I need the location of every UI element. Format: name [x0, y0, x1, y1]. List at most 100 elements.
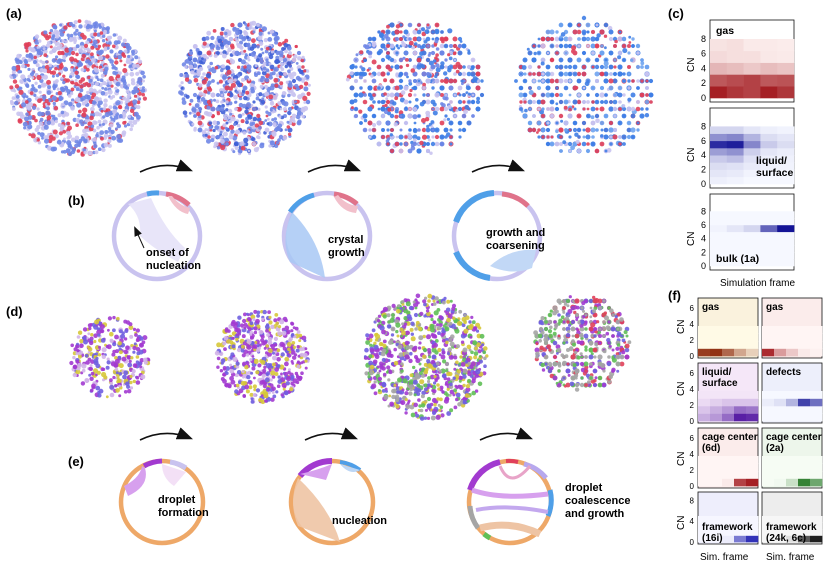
heatmap-cell [798, 326, 811, 334]
heatmap-cell [810, 471, 823, 479]
heatmap-cell [810, 413, 823, 422]
heatmap-cell [774, 463, 787, 472]
heatmap-cell [746, 471, 759, 479]
heatmap-cell [746, 522, 759, 530]
heatmap-cell [777, 86, 795, 99]
heatmap-cell [798, 463, 811, 472]
heatmap-cell [710, 406, 723, 414]
heatmap-cell [786, 406, 799, 414]
heatmap-cell [698, 529, 711, 536]
heatmap-cell [734, 478, 747, 487]
heatmap-cell [743, 62, 761, 75]
atom-cluster-d4 [533, 295, 632, 392]
panel-f-ylabel-1: CN [676, 320, 687, 334]
panel-label-d: (d) [6, 304, 23, 319]
heatmap-cell [698, 522, 711, 530]
heatmap-cell [762, 535, 775, 543]
heatmap-f-8: framework(24k, 6c) [761, 491, 823, 545]
heatmap-cell [774, 535, 787, 543]
heatmap-cell [777, 225, 795, 233]
heatmap-cell [726, 155, 744, 163]
heatmap-cell [710, 471, 723, 479]
heatmap-tick-label: 8 [701, 34, 706, 44]
heatmap-cell [710, 74, 728, 87]
heatmap-cell [760, 169, 778, 178]
heatmap-cell [810, 516, 823, 523]
heatmap-cell [734, 348, 747, 357]
arrow-d1 [139, 427, 193, 441]
heatmap-tick-label: 4 [690, 320, 695, 329]
atom-snapshots [9, 15, 654, 421]
heatmap-cell [746, 413, 759, 422]
heatmap-f-7: 0 4 8 framework(16i) [690, 491, 759, 547]
heatmap-cell [734, 413, 747, 422]
heatmap-tick-label: 6 [690, 434, 695, 443]
heatmap-label: gas [702, 302, 720, 313]
heatmap-cell [743, 176, 761, 185]
chord-label-e1: droplet formation [158, 494, 209, 519]
heatmap-cell [774, 398, 787, 407]
heatmap-cell [698, 326, 711, 334]
heatmap-cell [760, 176, 778, 185]
heatmap-cell [786, 398, 799, 407]
heatmap-label: surface [756, 167, 794, 179]
heatmap-cell [746, 341, 759, 349]
heatmap-cell [743, 231, 761, 239]
heatmap-cell [722, 478, 735, 487]
heatmap-f-5: 0 2 4 6 cage center(6d) [690, 427, 759, 491]
heatmap-cell [777, 211, 795, 219]
heatmap-cell [774, 391, 787, 399]
heatmap-cell [786, 478, 799, 487]
heatmap-cell [722, 529, 735, 536]
heatmap-tick-label: 2 [701, 247, 706, 257]
heatmap-tick-label: 8 [701, 206, 706, 216]
heatmap-cell [786, 529, 799, 536]
heatmap-cell [762, 471, 775, 479]
heatmap-cell [710, 259, 728, 267]
heatmap-cell [734, 535, 747, 543]
heatmap-cell [810, 529, 823, 536]
heatmap-cell [722, 341, 735, 349]
heatmap-cell [710, 169, 728, 178]
panel-f-ylabel-3: CN [676, 452, 687, 466]
heatmap-cell [760, 259, 778, 267]
heatmap-cell [760, 155, 778, 163]
heatmap-cell [710, 478, 723, 487]
heatmap-c-3: 0 2 4 6 8 bulk (1a) [701, 193, 795, 271]
heatmap-cell [798, 391, 811, 399]
heatmap-tick-label: 4 [701, 234, 706, 244]
panel-f-ylabel-4: CN [676, 516, 687, 530]
panel-c-ylabel-2: CN [686, 148, 697, 162]
heatmap-cell [777, 62, 795, 75]
heatmap-cell [746, 333, 759, 342]
heatmap-cell [777, 259, 795, 267]
heatmap-cell [710, 140, 728, 149]
heatmap-cell [810, 406, 823, 414]
heatmap-cell [726, 148, 744, 156]
heatmap-cell [798, 522, 811, 530]
heatmap-f-1: 0 2 4 6 gas [690, 297, 759, 361]
heatmap-tick-label: 8 [701, 121, 706, 131]
heatmap-cell [743, 211, 761, 219]
heatmap-cell [786, 341, 799, 349]
heatmap-cell [777, 245, 795, 253]
heatmap-cell [722, 348, 735, 357]
heatmap-cell [698, 413, 711, 422]
heatmap-cell [760, 133, 778, 142]
heatmap-cell [786, 413, 799, 422]
heatmap-cell [777, 148, 795, 156]
chord-label-b2: crystal growth [328, 234, 367, 259]
heatmap-cell [774, 326, 787, 334]
heatmap-cell [798, 471, 811, 479]
heatmap-cell [734, 456, 747, 464]
heatmap-cell [746, 398, 759, 407]
heatmap-cell [710, 252, 728, 260]
chord-diagram-e1: droplet formation [118, 458, 209, 546]
heatmap-tick-label: 0 [690, 417, 695, 426]
heatmap-cell [760, 218, 778, 226]
panel-c-ylabel-1: CN [686, 58, 697, 72]
heatmap-cell [710, 211, 728, 219]
heatmap-cell [746, 516, 759, 523]
heatmap-cell [710, 391, 723, 399]
heatmap-cell [743, 133, 761, 142]
